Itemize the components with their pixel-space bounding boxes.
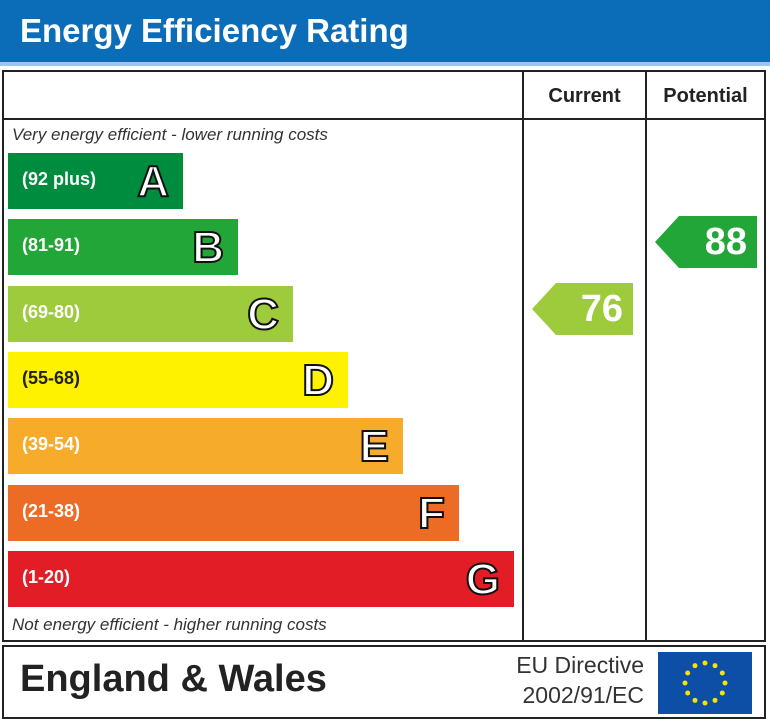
directive-line1: EU Directive [516, 652, 644, 678]
band-bar-g: (1-20) G [8, 551, 514, 607]
band-bar-a: (92 plus) A [8, 153, 183, 209]
band-letter: F [417, 488, 446, 539]
potential-rating-value: 88 [704, 221, 747, 263]
band-bar-f: (21-38) F [8, 485, 459, 541]
band-bar-b: (81-91) B [8, 219, 238, 275]
band-letter: E [359, 421, 390, 472]
band-bar-d: (55-68) D [8, 352, 348, 408]
band-letter: C [246, 289, 280, 340]
band-range: (69-80) [22, 302, 81, 322]
directive-line2: 2002/91/EC [522, 682, 644, 708]
potential-rating-arrow: 88 [655, 216, 757, 268]
band-letter: B [191, 222, 225, 273]
band-range: (39-54) [22, 434, 81, 454]
rating-table: Current Potential [2, 70, 766, 642]
band-letter: A [136, 156, 170, 207]
band-letter: D [301, 355, 335, 406]
bottom-note: Not energy efficient - higher running co… [12, 615, 327, 634]
eu-flag-icon [658, 652, 752, 714]
band-range: (55-68) [22, 368, 81, 388]
band-range: (21-38) [22, 501, 81, 521]
band-range: (92 plus) [22, 169, 97, 189]
title-bar [0, 0, 770, 66]
current-column-header: Current [548, 85, 621, 107]
footer [2, 645, 766, 719]
band-bar-c: (69-80) C [8, 286, 293, 342]
band-letter: G [465, 554, 501, 605]
region-label: England & Wales [20, 658, 327, 700]
band-bar-e: (39-54) E [8, 418, 403, 474]
potential-column-header: Potential [663, 85, 748, 107]
current-rating-arrow: 76 [532, 283, 633, 335]
band-range: (81-91) [22, 235, 81, 255]
band-range: (1-20) [22, 567, 71, 587]
chart-title: Energy Efficiency Rating [20, 12, 409, 49]
top-note: Very energy efficient - lower running co… [12, 125, 328, 144]
current-rating-value: 76 [580, 288, 623, 330]
